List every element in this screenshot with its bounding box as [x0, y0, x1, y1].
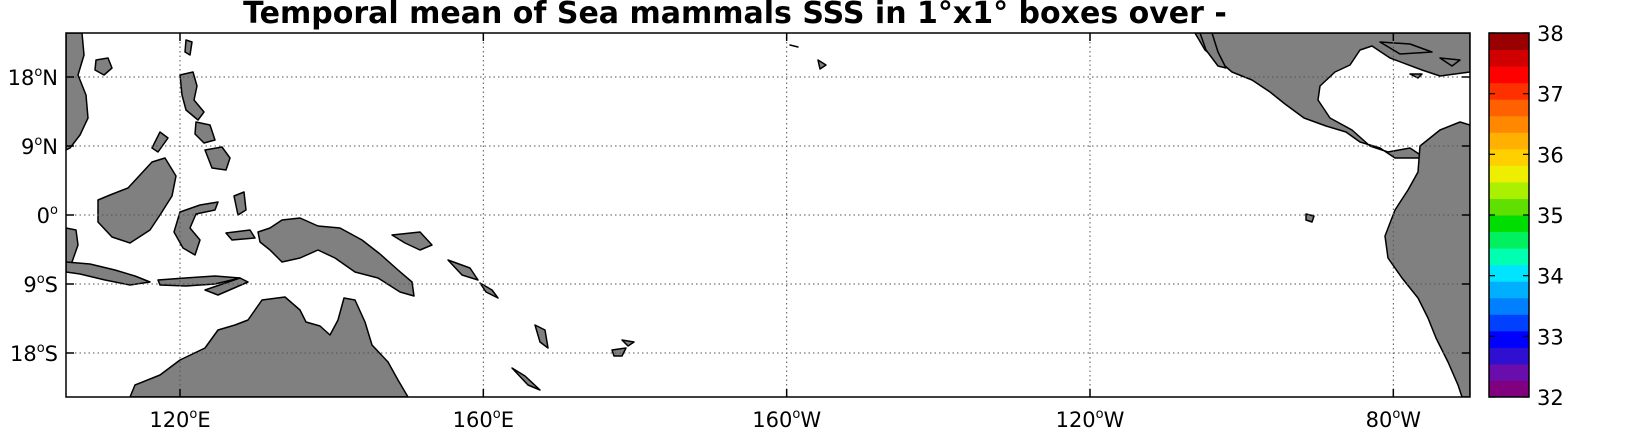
land-hispaniola [1439, 57, 1461, 67]
degree-sign: o [189, 407, 197, 422]
colorbar-segment [1489, 347, 1529, 365]
land-solomon-1 [447, 259, 479, 281]
land-north-america [1194, 33, 1470, 159]
y-tick-label: 9oS [23, 272, 58, 297]
land-visayas [194, 121, 216, 144]
colorbar-label: 37 [1537, 83, 1564, 107]
x-tick-label: 80oW [1366, 407, 1422, 432]
land-south-america [1384, 121, 1470, 397]
land-seram [225, 229, 256, 241]
colorbar-label: 35 [1537, 204, 1564, 228]
land-timor [204, 277, 249, 296]
y-tick-label: 18oS [10, 341, 58, 366]
degree-sign: o [37, 341, 45, 356]
land-sumatra-edge [66, 227, 79, 266]
land-fiji-2 [621, 339, 635, 347]
colorbar-label: 36 [1537, 143, 1564, 167]
land-hainan [94, 57, 113, 76]
degree-sign: o [1392, 407, 1400, 422]
land-mindanao [204, 146, 231, 171]
degree-sign: o [50, 203, 58, 218]
x-axis: 120oE 160oE 160oW 120oW 80oW [149, 33, 1421, 432]
colorbar-label: 38 [1537, 22, 1564, 46]
land-hawaii [817, 59, 827, 70]
map-title: Temporal mean of Sea mammals SSS in 1°x1… [243, 0, 1227, 31]
land-baja [1199, 33, 1227, 69]
land-halmahera [233, 191, 247, 216]
land-cuba [1379, 41, 1433, 55]
land-hawaii-2 [789, 44, 799, 48]
land-australia [129, 296, 409, 397]
colorbar-segment [1489, 198, 1529, 216]
colorbar-segment [1489, 33, 1529, 51]
colorbar-label: 34 [1537, 265, 1564, 289]
y-tick-label: 0o [37, 203, 58, 228]
land-fiji [611, 347, 627, 357]
land-new-guinea [257, 217, 415, 297]
colorbar-segment [1489, 363, 1529, 381]
colorbar-segment [1489, 49, 1529, 67]
y-axis: 18oN 9oN 0o 9oS 18oS [8, 65, 1470, 366]
degree-sign: o [792, 407, 800, 422]
colorbar-segment [1489, 264, 1529, 282]
degree-sign: o [37, 272, 45, 287]
degree-sign: o [1096, 407, 1104, 422]
y-tick-label: 18oN [8, 65, 58, 90]
colorbar-segment [1489, 181, 1529, 199]
land-indochina [66, 33, 89, 151]
land-taiwan [184, 39, 193, 56]
degree-sign: o [34, 65, 42, 80]
colorbar-segment [1489, 132, 1529, 150]
land-galapagos [1305, 213, 1315, 223]
colorbar-segment [1489, 66, 1529, 84]
colorbar-segment [1489, 148, 1529, 166]
colorbar-segment [1489, 165, 1529, 183]
colorbar-segment [1489, 115, 1529, 133]
colorbar-segment [1489, 82, 1529, 100]
land-masses [66, 33, 1470, 397]
land-vanuatu [534, 324, 549, 349]
y-tick-label: 9oN [21, 134, 58, 159]
land-java [66, 261, 151, 286]
land-new-caledonia [511, 367, 541, 391]
colorbar: 38 37 36 35 34 33 32 [1488, 22, 1564, 410]
colorbar-segment [1489, 297, 1529, 315]
colorbar-label: 32 [1537, 386, 1564, 410]
x-tick-label: 160oE [453, 407, 514, 432]
land-borneo [97, 157, 177, 244]
colorbar-segment [1489, 215, 1529, 233]
colorbar-segment [1489, 330, 1529, 348]
land-sulawesi [173, 201, 219, 256]
land-new-britain [391, 231, 433, 251]
degree-sign: o [34, 134, 42, 149]
colorbar-segment [1489, 248, 1529, 266]
colorbar-segment [1489, 314, 1529, 332]
x-tick-label: 160oW [752, 407, 821, 432]
colorbar-segment [1489, 99, 1529, 117]
colorbar-segment [1489, 281, 1529, 299]
colorbar-segment [1489, 231, 1529, 249]
x-tick-label: 120oE [149, 407, 210, 432]
land-luzon [179, 71, 205, 121]
land-jamaica [1409, 73, 1423, 79]
colorbar-segment [1489, 380, 1529, 398]
degree-sign: o [493, 407, 501, 422]
colorbar-label: 33 [1537, 325, 1564, 349]
graticule [66, 33, 1470, 397]
land-solomon-2 [479, 282, 499, 299]
x-tick-label: 120oW [1056, 407, 1125, 432]
land-palawan [151, 131, 169, 153]
